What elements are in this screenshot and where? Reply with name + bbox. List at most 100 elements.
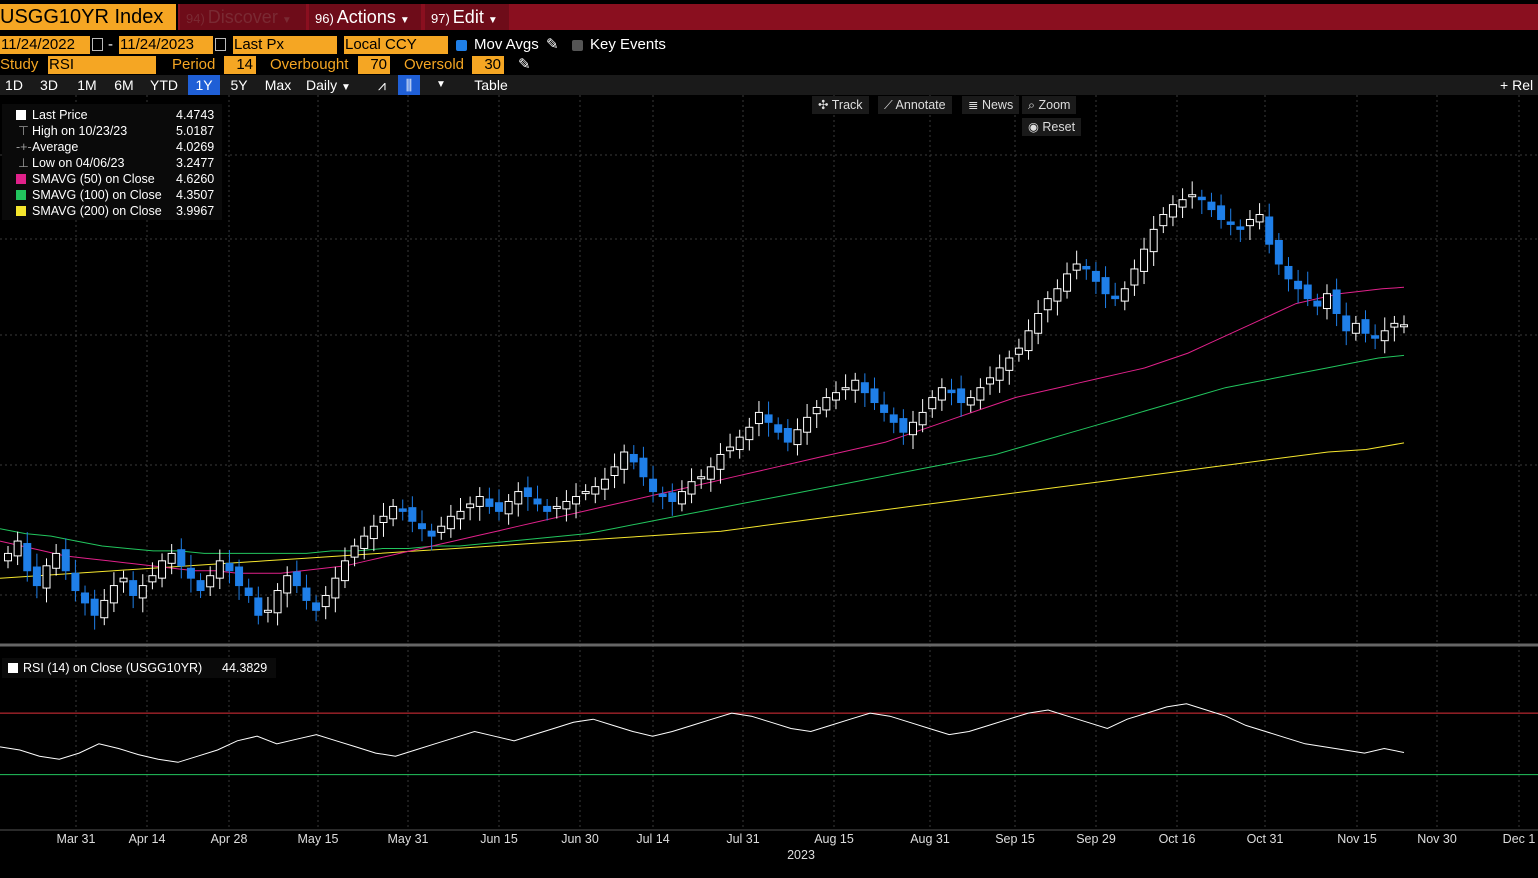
oversold-label: Oversold bbox=[404, 56, 465, 73]
tab-3d[interactable]: 3D bbox=[40, 77, 58, 93]
candle bbox=[13, 531, 22, 566]
oversold-field[interactable]: 30 bbox=[472, 56, 504, 74]
candle bbox=[581, 484, 590, 501]
candle-body bbox=[186, 567, 195, 579]
candle bbox=[880, 391, 889, 422]
legend-value: 3.2477 bbox=[176, 156, 215, 170]
period-field[interactable]: 14 bbox=[224, 56, 256, 74]
annotate-button[interactable]: ⟋ Annotate bbox=[878, 96, 952, 114]
candle-body bbox=[148, 575, 157, 583]
x-tick-label: Nov 15 bbox=[1337, 832, 1377, 846]
x-tick-label: Nov 30 bbox=[1417, 832, 1457, 846]
candle-body bbox=[1197, 196, 1206, 201]
tab-max[interactable]: Max bbox=[264, 77, 292, 93]
candle bbox=[726, 433, 735, 459]
candle bbox=[1361, 310, 1370, 343]
candle bbox=[1178, 188, 1187, 218]
candle bbox=[167, 544, 176, 575]
key-events-checkbox[interactable] bbox=[572, 40, 583, 51]
tab-6m[interactable]: 6M bbox=[114, 77, 134, 93]
x-tick-label: Jul 14 bbox=[636, 832, 670, 846]
candle-body bbox=[514, 491, 523, 505]
rel-button[interactable]: + Rel bbox=[1500, 75, 1538, 95]
study-select[interactable]: RSI bbox=[48, 56, 156, 74]
reset-button[interactable]: ◉ Reset bbox=[1022, 118, 1082, 136]
candle-body bbox=[735, 436, 744, 451]
candle bbox=[1091, 262, 1100, 294]
rsi-legend: RSI (14) on Close (USGG10YR) 44.3829 bbox=[2, 658, 276, 678]
candle bbox=[273, 583, 282, 626]
candle-body bbox=[860, 382, 869, 394]
candle bbox=[158, 553, 167, 588]
frequency-label: Daily bbox=[306, 77, 338, 93]
candle-body bbox=[1168, 204, 1177, 218]
reset-icon: ◉ bbox=[1028, 120, 1043, 134]
field-select[interactable]: Last Px bbox=[233, 36, 337, 54]
candle bbox=[629, 445, 638, 470]
candle bbox=[215, 549, 224, 590]
pencil-icon[interactable]: ✎ bbox=[546, 36, 559, 53]
chevron-down-icon[interactable]: ▼ bbox=[436, 79, 446, 90]
candle bbox=[321, 586, 330, 620]
actions-menu[interactable]: 96) Actions ▼ bbox=[309, 4, 421, 30]
candle bbox=[552, 497, 561, 519]
tab-1y[interactable]: 1Y bbox=[188, 75, 220, 95]
rsi-legend-value: 44.3829 bbox=[222, 661, 268, 675]
rsi-panel bbox=[0, 703, 1538, 776]
chart-grid bbox=[0, 95, 1538, 831]
currency-select[interactable]: Local CCY bbox=[344, 36, 448, 54]
period-label: Period bbox=[172, 56, 216, 73]
legend-value: 3.9967 bbox=[176, 204, 215, 218]
table-button[interactable]: Table bbox=[474, 77, 508, 93]
tab-1d[interactable]: 1D bbox=[5, 77, 23, 93]
candle bbox=[1390, 315, 1399, 342]
overbought-field[interactable]: 70 bbox=[358, 56, 390, 74]
tab-ytd[interactable]: YTD bbox=[150, 77, 178, 93]
legend-swatch bbox=[16, 174, 26, 184]
sma200-line bbox=[0, 442, 1405, 579]
calendar-icon[interactable] bbox=[92, 38, 103, 51]
candle-body bbox=[1101, 277, 1110, 295]
edit-menu[interactable]: 97) Edit ▼ bbox=[425, 4, 509, 30]
candle-body bbox=[52, 552, 61, 569]
news-button[interactable]: ≣ News bbox=[962, 96, 1020, 114]
zoom-button[interactable]: ⌕ Zoom bbox=[1022, 96, 1077, 114]
candle-body bbox=[533, 498, 542, 505]
end-date-field[interactable]: 11/24/2023 bbox=[119, 36, 213, 54]
frequency-select[interactable]: Daily ▼ bbox=[300, 75, 362, 95]
candle-body bbox=[167, 552, 176, 564]
price-chart[interactable] bbox=[0, 95, 1538, 878]
candle-body bbox=[831, 392, 840, 401]
chevron-down-icon: ▼ bbox=[399, 15, 410, 26]
candle bbox=[495, 489, 504, 521]
tab-5y[interactable]: 5Y bbox=[230, 77, 248, 93]
candle-body bbox=[937, 387, 946, 401]
high-marker-icon: ⊤ bbox=[18, 124, 29, 138]
range-tab-bar: 1D 3D 1M 6M YTD 1Y 5Y Max Daily ▼ ⩘ ⫼ ▼ … bbox=[0, 75, 1538, 95]
calendar-icon[interactable] bbox=[215, 38, 226, 51]
start-date-field[interactable]: 11/24/2022 bbox=[0, 36, 90, 54]
candle-body bbox=[552, 505, 561, 509]
candle bbox=[860, 373, 869, 407]
candle bbox=[32, 553, 41, 599]
mov-avgs-checkbox[interactable] bbox=[456, 40, 467, 51]
chevron-down-icon: ▼ bbox=[281, 15, 292, 26]
tab-1m[interactable]: 1M bbox=[77, 77, 97, 93]
line-chart-icon[interactable]: ⩘ bbox=[378, 77, 386, 93]
candlestick-icon[interactable]: ⫼ bbox=[398, 75, 420, 95]
candle-body bbox=[658, 493, 667, 498]
candle-body bbox=[1351, 322, 1360, 334]
candle-body bbox=[61, 549, 70, 572]
ticker-field[interactable]: USGG10YR Index bbox=[0, 4, 176, 30]
candle bbox=[543, 499, 552, 521]
candle bbox=[1005, 350, 1014, 385]
track-button[interactable]: ✣ Track bbox=[812, 96, 869, 114]
candle-body bbox=[369, 525, 378, 540]
pencil-icon[interactable]: ✎ bbox=[518, 56, 531, 73]
legend-row-last-price: Last Price 4.4743 bbox=[2, 107, 220, 123]
discover-menu[interactable]: 94) Discover ▼ bbox=[180, 4, 306, 30]
candle bbox=[687, 468, 696, 504]
candle bbox=[1380, 317, 1389, 354]
candle bbox=[918, 399, 927, 433]
x-tick-label: Aug 31 bbox=[910, 832, 950, 846]
